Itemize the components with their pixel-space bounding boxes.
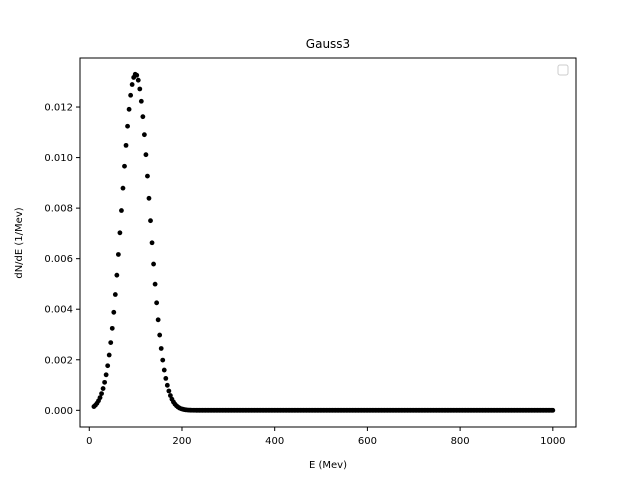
data-point (102, 379, 108, 385)
y-tick-label: 0.004 (44, 305, 73, 316)
data-point (135, 77, 141, 83)
data-point (146, 195, 152, 201)
legend-box (557, 64, 569, 76)
data-point (126, 106, 132, 112)
data-point (148, 218, 153, 224)
data-point (105, 363, 111, 369)
chart-title: Gauss3 (306, 37, 350, 51)
data-point (140, 114, 146, 120)
y-tick-label: 0.006 (44, 254, 73, 265)
data-point (143, 152, 149, 158)
data-point (138, 98, 144, 104)
x-tick-label: 800 (451, 436, 470, 447)
data-point (97, 395, 103, 401)
data-point (122, 163, 127, 169)
data-point (109, 325, 115, 331)
data-point (128, 92, 134, 98)
data-point (125, 123, 130, 129)
data-point (129, 82, 135, 87)
data-point (152, 281, 158, 287)
data-point (160, 357, 166, 363)
y-tick-label: 0.012 (44, 103, 73, 114)
data-point (114, 272, 120, 278)
x-tick-label: 600 (358, 436, 377, 447)
x-tick-label: 200 (172, 436, 191, 447)
data-point (119, 208, 124, 213)
data-point (149, 240, 155, 246)
data-point (108, 340, 114, 345)
data-point (103, 372, 109, 378)
y-axis: 0.000 0.002 0.004 0.006 0.008 0.010 0.012 (44, 103, 80, 417)
x-axis-title: E (Mev) (309, 460, 347, 471)
plot-frame (79, 57, 577, 428)
data-point (134, 72, 140, 78)
data-point (161, 367, 167, 373)
data-point (141, 132, 147, 138)
x-tick-label: 1000 (540, 436, 565, 447)
data-point (145, 173, 150, 179)
y-axis-title: dN/dE (1/Mev) (14, 207, 25, 278)
x-tick-label: 400 (265, 436, 284, 447)
data-point (112, 292, 118, 297)
data-point (100, 386, 106, 391)
y-tick-label: 0.010 (44, 153, 73, 164)
y-tick-label: 0.002 (44, 355, 73, 366)
data-point (151, 261, 156, 267)
data-series (91, 71, 556, 413)
y-tick-label: 0.000 (44, 406, 73, 417)
data-point (163, 376, 169, 381)
x-tick-label: 0 (86, 436, 92, 447)
data-point (550, 407, 556, 413)
data-point (120, 185, 126, 191)
data-point (99, 391, 104, 396)
data-point (137, 86, 143, 92)
data-point (157, 332, 163, 338)
x-axis: 0 200 400 600 800 1000 (86, 427, 566, 447)
data-point (154, 300, 160, 306)
data-point (115, 252, 121, 257)
data-point (111, 309, 117, 315)
y-tick-label: 0.008 (44, 204, 73, 215)
data-point (117, 230, 123, 236)
data-point (167, 393, 173, 398)
data-point (106, 352, 112, 358)
data-point (164, 382, 170, 388)
data-point (155, 317, 161, 323)
data-point (158, 346, 164, 351)
data-point (166, 388, 172, 394)
data-point (123, 142, 129, 148)
